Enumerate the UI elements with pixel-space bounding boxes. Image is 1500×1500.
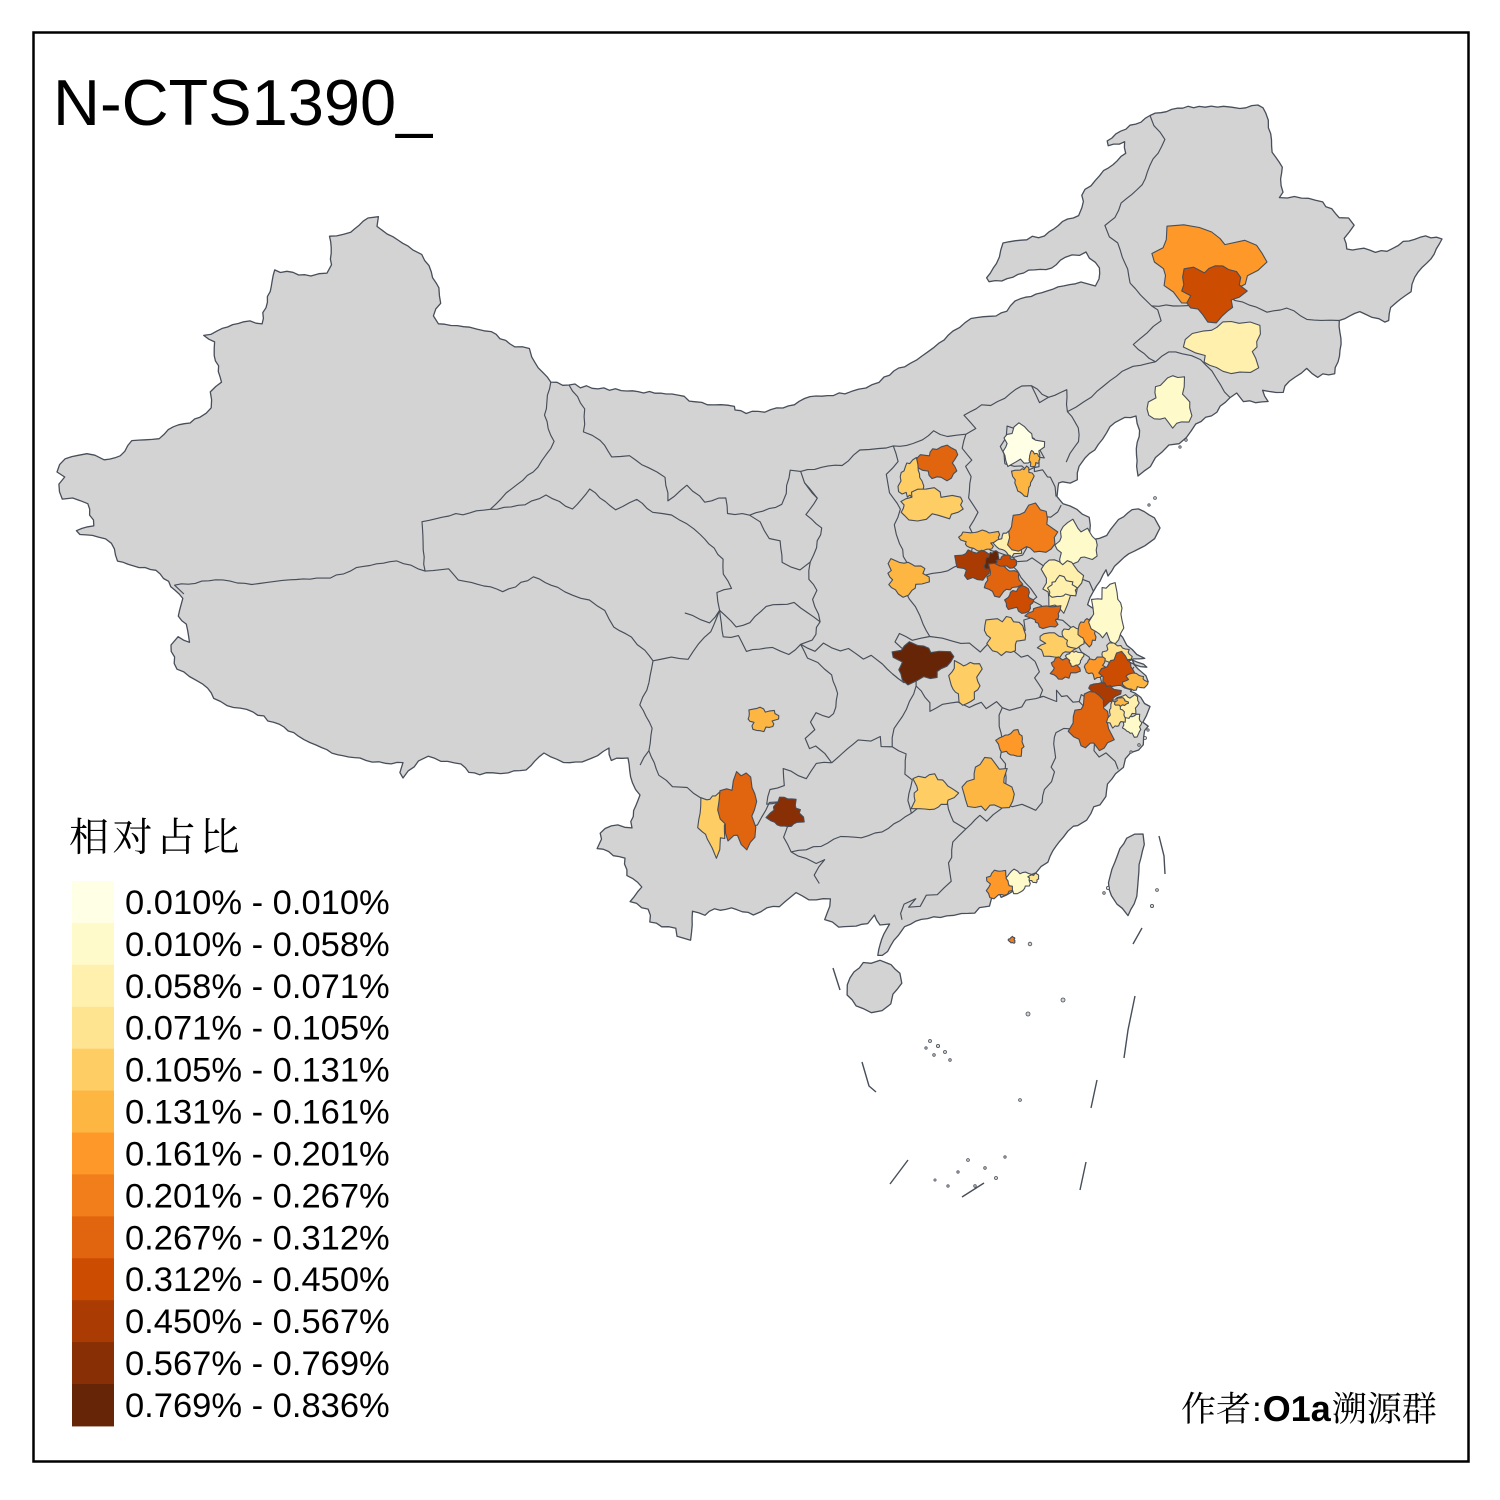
svg-text:0.161% - 0.201%: 0.161% - 0.201%	[125, 1136, 390, 1174]
svg-text:N-CTS1390_: N-CTS1390_	[53, 66, 433, 139]
svg-text:0.567% - 0.769%: 0.567% - 0.769%	[125, 1345, 390, 1383]
svg-text:0.450% - 0.567%: 0.450% - 0.567%	[125, 1303, 390, 1341]
svg-text:0.267% - 0.312%: 0.267% - 0.312%	[125, 1219, 390, 1257]
svg-text:0.010% - 0.010%: 0.010% - 0.010%	[125, 884, 390, 922]
svg-text:0.010% - 0.058%: 0.010% - 0.058%	[125, 926, 390, 964]
svg-text:0.105% - 0.131%: 0.105% - 0.131%	[125, 1052, 390, 1090]
svg-text:0.312% - 0.450%: 0.312% - 0.450%	[125, 1261, 390, 1299]
svg-text:0.071% - 0.105%: 0.071% - 0.105%	[125, 1010, 390, 1048]
svg-text:0.131% - 0.161%: 0.131% - 0.161%	[125, 1094, 390, 1132]
svg-text:0.058% - 0.071%: 0.058% - 0.071%	[125, 968, 390, 1006]
svg-text:0.769% - 0.836%: 0.769% - 0.836%	[125, 1387, 390, 1425]
svg-text:0.201% - 0.267%: 0.201% - 0.267%	[125, 1177, 390, 1215]
